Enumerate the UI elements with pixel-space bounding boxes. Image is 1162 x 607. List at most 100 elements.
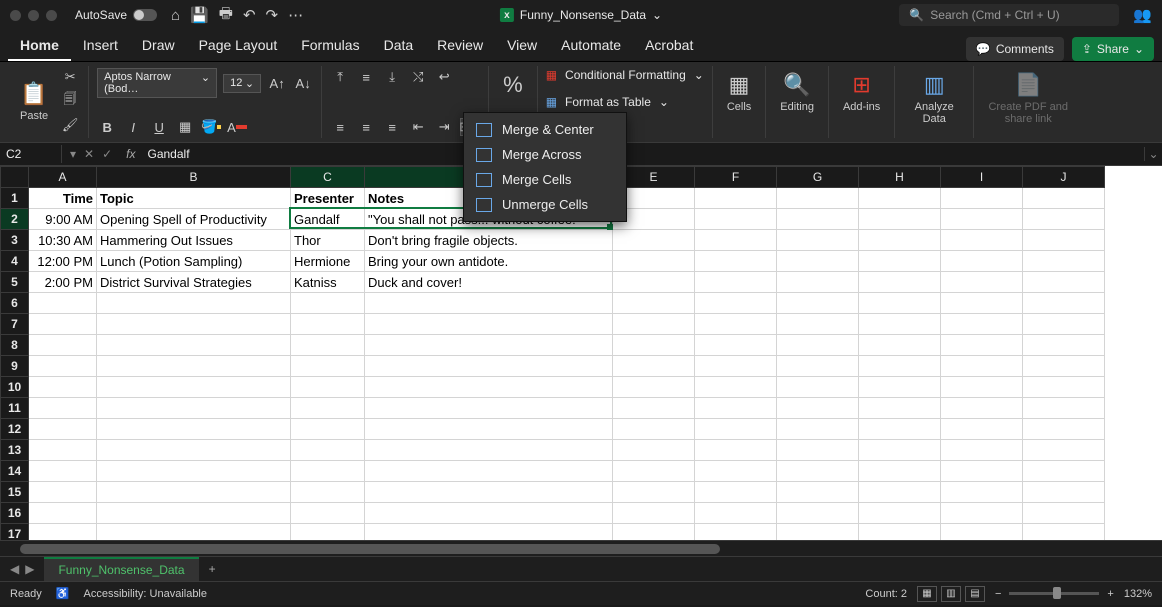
cell-E16[interactable] <box>613 503 695 524</box>
cell-C16[interactable] <box>291 503 365 524</box>
merge-option-3[interactable]: Unmerge Cells <box>464 192 626 217</box>
cell-J6[interactable] <box>1023 293 1105 314</box>
cell-F11[interactable] <box>695 398 777 419</box>
cell-F13[interactable] <box>695 440 777 461</box>
addins-button[interactable]: ⊞Add-ins <box>837 68 886 117</box>
cell-C3[interactable]: Thor <box>291 230 365 251</box>
cell-B4[interactable]: Lunch (Potion Sampling) <box>97 251 291 272</box>
print-icon[interactable]: 🖶 <box>219 3 233 28</box>
cell-D5[interactable]: Duck and cover! <box>365 272 613 293</box>
cell-J9[interactable] <box>1023 356 1105 377</box>
cell-J11[interactable] <box>1023 398 1105 419</box>
cell-G14[interactable] <box>777 461 859 482</box>
align-right-icon[interactable]: ≡ <box>382 118 402 136</box>
cell-B7[interactable] <box>97 314 291 335</box>
min-dot[interactable] <box>28 10 39 21</box>
tab-page-layout[interactable]: Page Layout <box>187 31 290 61</box>
normal-view-icon[interactable]: ▦ <box>917 586 937 602</box>
align-top-icon[interactable]: ⤒ <box>330 68 350 86</box>
cell-A8[interactable] <box>29 335 97 356</box>
formula-input[interactable]: Gandalf <box>142 145 1145 163</box>
cell-C9[interactable] <box>291 356 365 377</box>
cell-H5[interactable] <box>859 272 941 293</box>
increase-indent-icon[interactable]: ⇥ <box>434 118 454 136</box>
sheet-nav[interactable]: ◀▶ <box>0 562 44 576</box>
undo-icon[interactable]: ↶ <box>243 6 256 24</box>
fmt-table-label[interactable]: Format as Table <box>565 95 651 109</box>
cell-I12[interactable] <box>941 419 1023 440</box>
cell-J13[interactable] <box>1023 440 1105 461</box>
cell-H12[interactable] <box>859 419 941 440</box>
cell-E12[interactable] <box>613 419 695 440</box>
cell-E11[interactable] <box>613 398 695 419</box>
decrease-font-icon[interactable]: A↓ <box>293 74 313 92</box>
col-header-B[interactable]: B <box>97 167 291 188</box>
cell-C4[interactable]: Hermione <box>291 251 365 272</box>
name-box[interactable]: C2 <box>0 145 62 163</box>
row-header-14[interactable]: 14 <box>1 461 29 482</box>
cell-A15[interactable] <box>29 482 97 503</box>
more-icon[interactable]: ⋯ <box>288 6 303 24</box>
cell-B13[interactable] <box>97 440 291 461</box>
prev-sheet-icon[interactable]: ◀ <box>10 562 19 576</box>
scrollbar-thumb[interactable] <box>20 544 720 554</box>
row-header-13[interactable]: 13 <box>1 440 29 461</box>
horizontal-scrollbar[interactable] <box>0 540 1162 556</box>
cell-C12[interactable] <box>291 419 365 440</box>
cell-J12[interactable] <box>1023 419 1105 440</box>
cell-C13[interactable] <box>291 440 365 461</box>
cell-B16[interactable] <box>97 503 291 524</box>
cell-D8[interactable] <box>365 335 613 356</box>
col-header-C[interactable]: C <box>291 167 365 188</box>
cell-A12[interactable] <box>29 419 97 440</box>
cell-B3[interactable]: Hammering Out Issues <box>97 230 291 251</box>
increase-font-icon[interactable]: A↑ <box>267 74 287 92</box>
cell-C15[interactable] <box>291 482 365 503</box>
cell-D14[interactable] <box>365 461 613 482</box>
sort-icon[interactable]: ▾ <box>70 147 76 161</box>
row-header-11[interactable]: 11 <box>1 398 29 419</box>
cell-I9[interactable] <box>941 356 1023 377</box>
cell-G16[interactable] <box>777 503 859 524</box>
cell-H3[interactable] <box>859 230 941 251</box>
accessibility-icon[interactable]: ♿ <box>56 587 70 600</box>
cell-I11[interactable] <box>941 398 1023 419</box>
cell-D4[interactable]: Bring your own antidote. <box>365 251 613 272</box>
cell-A6[interactable] <box>29 293 97 314</box>
cell-C8[interactable] <box>291 335 365 356</box>
cell-E6[interactable] <box>613 293 695 314</box>
cell-G1[interactable] <box>777 188 859 209</box>
autosave-toggle[interactable]: AutoSave <box>75 8 157 22</box>
cell-J15[interactable] <box>1023 482 1105 503</box>
tab-draw[interactable]: Draw <box>130 31 187 61</box>
cell-E15[interactable] <box>613 482 695 503</box>
align-left-icon[interactable]: ≡ <box>330 118 350 136</box>
cell-F10[interactable] <box>695 377 777 398</box>
align-middle-icon[interactable]: ≡ <box>356 68 376 86</box>
tab-formulas[interactable]: Formulas <box>289 31 371 61</box>
formula-expand-icon[interactable]: ⌄ <box>1144 147 1162 161</box>
col-header-H[interactable]: H <box>859 167 941 188</box>
font-color-button[interactable]: A <box>227 118 247 136</box>
home-icon[interactable]: ⌂ <box>171 7 180 24</box>
cell-G6[interactable] <box>777 293 859 314</box>
cell-A10[interactable] <box>29 377 97 398</box>
cell-A5[interactable]: 2:00 PM <box>29 272 97 293</box>
cell-F12[interactable] <box>695 419 777 440</box>
col-header-J[interactable]: J <box>1023 167 1105 188</box>
format-painter-icon[interactable]: 🖌 <box>60 116 80 134</box>
cell-J5[interactable] <box>1023 272 1105 293</box>
cell-B5[interactable]: District Survival Strategies <box>97 272 291 293</box>
cell-J7[interactable] <box>1023 314 1105 335</box>
cell-C11[interactable] <box>291 398 365 419</box>
cell-H15[interactable] <box>859 482 941 503</box>
chevron-down-icon[interactable]: ⌄ <box>652 8 662 22</box>
cell-C7[interactable] <box>291 314 365 335</box>
cell-D11[interactable] <box>365 398 613 419</box>
row-header-3[interactable]: 3 <box>1 230 29 251</box>
cell-F16[interactable] <box>695 503 777 524</box>
cell-C2[interactable]: Gandalf <box>291 209 365 230</box>
cell-I6[interactable] <box>941 293 1023 314</box>
create-pdf-button[interactable]: 📄Create PDF and share link <box>982 68 1074 129</box>
spreadsheet-grid[interactable]: ABCDEFGHIJ1TimeTopicPresenterNotes29:00 … <box>0 166 1162 540</box>
